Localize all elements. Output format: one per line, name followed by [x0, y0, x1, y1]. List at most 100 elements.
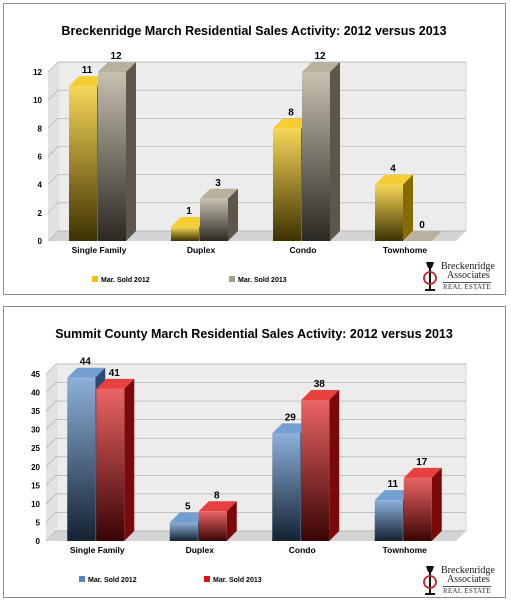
y-tick-label: 10: [33, 96, 42, 105]
y-tick-label: 15: [31, 481, 40, 490]
bar-side-1: [228, 188, 238, 241]
bar-top-0: [374, 490, 413, 501]
data-label: 44: [80, 357, 92, 368]
bar-top-0: [169, 512, 208, 523]
bar-mar--sold-2013: [96, 388, 125, 541]
logo-line-3: REAL ESTATE: [443, 586, 491, 595]
data-label: 1: [186, 206, 192, 217]
bar-top-0: [69, 76, 107, 87]
y-tick-label: 0: [38, 237, 43, 246]
bar-mar--sold-2013: [98, 72, 126, 241]
data-label: 8: [214, 490, 220, 501]
bar-top-1: [200, 188, 238, 199]
bar-mar--sold-2012: [374, 500, 403, 541]
bar-top-1: [403, 467, 442, 478]
category-label: Condo: [289, 545, 316, 555]
category-label: Duplex: [187, 245, 216, 255]
data-label: 5: [185, 501, 191, 512]
breckenridge-associates-logo: Breckenridge Associates REAL ESTATE: [421, 564, 501, 596]
chart-side-wall: [46, 364, 56, 541]
bar-top-0: [273, 118, 311, 129]
category-label: Duplex: [186, 545, 215, 555]
data-label: 8: [288, 107, 294, 118]
chart-panel-summit-county: 0 5 10 15 20 25 30 35 40 45 44 5 29 11 41 8 38 17 Single F…: [3, 306, 506, 598]
bar-side-1: [431, 467, 442, 541]
legend-label: Mar. Sold 2013: [213, 577, 262, 584]
data-label: 11: [387, 479, 398, 490]
y-tick-label: 12: [33, 68, 42, 77]
legend-swatch: [229, 276, 235, 282]
gridline: [45, 382, 466, 393]
logo-line-1: Breckenridge: [441, 261, 495, 272]
logo-line-2: Associates: [447, 574, 490, 585]
logo-line-2: Associates: [447, 270, 490, 281]
data-label: 4: [390, 164, 396, 175]
y-tick-label: 5: [36, 518, 41, 527]
category-label: Townhome: [383, 245, 427, 255]
chart-title: Breckenridge March Residential Sales Act…: [61, 24, 446, 38]
y-tick-label: 6: [38, 153, 43, 162]
chart-summit-county: 0 5 10 15 20 25 30 35 40 45 44 5 29 11 41 8 38 17 Single F…: [31, 327, 467, 584]
bar-mar--sold-2013: [198, 511, 227, 541]
y-tick-label: 0: [36, 537, 41, 546]
bar-top-1: [301, 389, 340, 400]
chart-floor: [46, 531, 466, 541]
chart-panel-breckenridge: 0 2 4 6 8 10 12 11 1 8 4 12 3 12 0 Single Family Duplex C…: [3, 3, 506, 295]
legend-swatch: [92, 276, 98, 282]
bar-top-0: [171, 216, 209, 227]
legend-swatch: [79, 576, 85, 582]
legend-label: Mar. Sold 2012: [88, 577, 137, 584]
chart-floor: [48, 231, 466, 241]
legend-label: Mar. Sold 2013: [238, 277, 287, 284]
bar-mar--sold-2012: [272, 433, 301, 541]
bar-mar--sold-2012: [171, 226, 199, 241]
y-tick-label: 35: [31, 407, 40, 416]
lamp-post-icon: [423, 262, 437, 291]
bar-side-1: [330, 62, 340, 241]
breckenridge-associates-logo: Breckenridge Associates REAL ESTATE: [421, 260, 501, 292]
chart-title: Summit County March Residential Sales Ac…: [55, 327, 453, 341]
lamp-post-icon: [423, 566, 437, 595]
logo-line-3: REAL ESTATE: [443, 282, 491, 291]
bar-mar--sold-2012: [67, 377, 96, 541]
data-label: 38: [314, 379, 326, 390]
bar-top-1: [98, 62, 136, 72]
bar-mar--sold-2012: [69, 86, 97, 241]
data-label: 41: [109, 368, 121, 379]
data-label: 29: [285, 412, 297, 423]
bar-top-1: [404, 231, 442, 241]
y-tick-label: 10: [31, 500, 40, 509]
bar-mar--sold-2013: [200, 198, 228, 241]
bar-mar--sold-2012: [273, 128, 301, 241]
legend-label: Mar. Sold 2012: [101, 277, 150, 284]
data-label: 12: [110, 51, 122, 62]
y-tick-label: 4: [38, 181, 43, 190]
bar-side-1: [124, 378, 135, 541]
category-label: Single Family: [70, 545, 125, 555]
data-label: 17: [416, 457, 428, 468]
bar-mar--sold-2012: [169, 522, 198, 541]
bar-side-1: [329, 389, 340, 541]
y-tick-label: 8: [38, 124, 43, 133]
category-label: Condo: [290, 245, 317, 255]
bar-side-1: [126, 62, 136, 241]
bar-top-0: [272, 423, 311, 434]
data-label: 3: [215, 178, 221, 189]
logo-line-1: Breckenridge: [441, 565, 495, 576]
y-tick-label: 30: [31, 426, 40, 435]
legend-swatch: [204, 576, 210, 582]
y-tick-label: 25: [31, 444, 40, 453]
bar-top-1: [198, 501, 237, 512]
y-tick-label: 20: [31, 463, 40, 472]
data-label: 11: [82, 65, 93, 76]
data-label: 0: [419, 220, 425, 231]
y-tick-label: 45: [31, 370, 40, 379]
bar-top-0: [375, 174, 413, 185]
data-label: 12: [314, 51, 326, 62]
bar-mar--sold-2013: [302, 72, 330, 241]
bar-mar--sold-2012: [375, 184, 403, 241]
y-tick-label: 2: [38, 209, 43, 218]
category-label: Townhome: [383, 545, 427, 555]
category-label: Single Family: [72, 245, 127, 255]
